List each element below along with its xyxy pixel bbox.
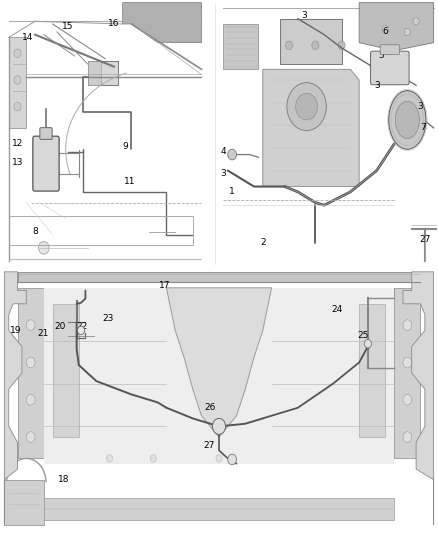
Polygon shape [4,272,26,525]
Text: 22: 22 [76,322,88,330]
Circle shape [228,454,237,465]
Text: 3: 3 [220,169,226,177]
Circle shape [382,26,389,33]
Text: 18: 18 [58,475,69,484]
Polygon shape [223,24,258,69]
Polygon shape [18,288,44,458]
FancyBboxPatch shape [280,19,342,64]
Polygon shape [403,272,434,525]
Circle shape [338,41,345,50]
Text: 21: 21 [37,329,49,337]
Polygon shape [44,498,394,520]
Polygon shape [263,69,359,187]
Text: 27: 27 [204,441,215,449]
Circle shape [364,340,371,348]
Text: 5: 5 [378,52,384,60]
Polygon shape [9,37,26,128]
Polygon shape [4,480,44,525]
Circle shape [404,28,410,36]
Circle shape [403,320,412,330]
Text: 26: 26 [205,403,216,412]
Text: 15: 15 [62,22,74,31]
Ellipse shape [389,91,426,149]
Circle shape [26,357,35,368]
Text: 1: 1 [229,188,235,196]
Circle shape [212,418,226,434]
Circle shape [403,357,412,368]
Circle shape [26,320,35,330]
Text: 12: 12 [12,140,23,148]
Text: 25: 25 [358,332,369,340]
Text: 20: 20 [55,322,66,330]
Polygon shape [359,3,434,51]
Circle shape [26,394,35,405]
Circle shape [150,455,156,462]
FancyBboxPatch shape [33,136,59,191]
Circle shape [26,432,35,442]
Text: 7: 7 [420,124,426,132]
Polygon shape [18,272,420,282]
Polygon shape [166,288,272,437]
FancyBboxPatch shape [88,61,118,85]
Polygon shape [359,304,385,437]
Polygon shape [123,3,201,43]
Polygon shape [394,288,420,458]
Circle shape [228,149,237,160]
Text: 3: 3 [417,102,424,111]
Text: 23: 23 [102,314,113,322]
Circle shape [286,41,293,50]
Text: 9: 9 [122,142,128,151]
Circle shape [14,49,21,58]
Text: 2: 2 [260,238,265,247]
Circle shape [39,241,49,254]
Text: 14: 14 [21,33,33,42]
Circle shape [216,455,222,462]
FancyBboxPatch shape [40,128,52,140]
Circle shape [403,394,412,405]
Circle shape [413,18,419,25]
Text: 3: 3 [301,12,307,20]
Text: 24: 24 [332,305,343,313]
Ellipse shape [395,101,419,139]
Circle shape [403,432,412,442]
FancyBboxPatch shape [380,45,399,54]
Text: 11: 11 [124,177,135,185]
Text: 4: 4 [221,148,226,156]
Circle shape [296,93,318,120]
Polygon shape [53,304,79,437]
Circle shape [106,455,113,462]
Polygon shape [44,288,394,296]
Circle shape [78,326,85,335]
FancyBboxPatch shape [371,51,409,85]
Polygon shape [44,288,394,464]
Text: 6: 6 [382,28,389,36]
Circle shape [14,102,21,111]
Text: 3: 3 [374,81,380,90]
Circle shape [312,41,319,50]
FancyBboxPatch shape [88,61,101,85]
Circle shape [14,76,21,84]
Text: 8: 8 [32,228,38,236]
Text: 27: 27 [419,236,431,244]
Text: 16: 16 [108,20,120,28]
Text: 17: 17 [159,281,170,289]
Text: 13: 13 [12,158,23,167]
Circle shape [287,83,326,131]
Text: 19: 19 [10,326,21,335]
